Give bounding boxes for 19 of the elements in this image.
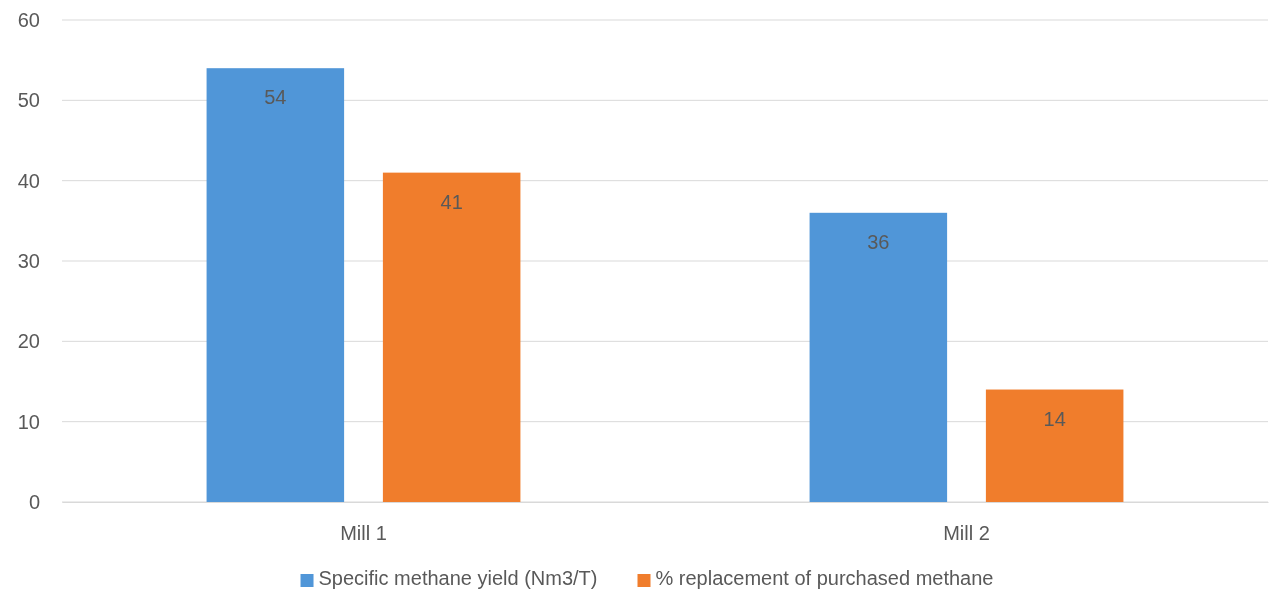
x-tick-label: Mill 2: [943, 522, 990, 545]
data-label: 54: [264, 86, 287, 109]
y-tick-label: 10: [17, 410, 40, 433]
data-label: 36: [867, 230, 890, 253]
y-tick-label: 50: [17, 89, 40, 112]
y-tick-label: 30: [17, 249, 40, 272]
bar: [206, 68, 345, 502]
y-tick-label: 60: [17, 8, 40, 31]
bar: [382, 172, 521, 502]
y-tick-label: 0: [28, 490, 40, 513]
legend-label: Specific methane yield (Nm3/T): [318, 567, 598, 589]
y-tick-label: 20: [17, 330, 40, 353]
x-tick-label: Mill 1: [340, 522, 387, 545]
legend-label: % replacement of purchased methane: [655, 567, 994, 589]
data-label: 14: [1043, 407, 1066, 430]
bar: [985, 389, 1124, 502]
bar: [809, 212, 948, 502]
y-tick-label: 40: [17, 169, 40, 192]
data-label: 41: [440, 190, 463, 213]
